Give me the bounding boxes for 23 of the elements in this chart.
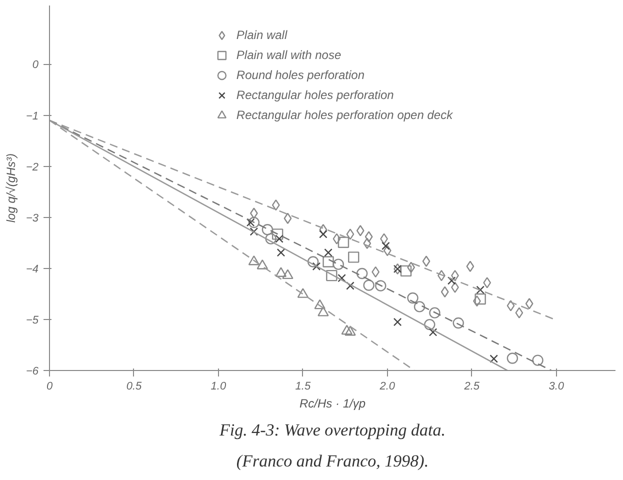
y-tick-label: −2 bbox=[26, 161, 39, 174]
x-tick-label: 3.0 bbox=[548, 380, 565, 392]
y-tick-label: −4 bbox=[26, 263, 39, 276]
y-tick-label: −1 bbox=[26, 110, 39, 122]
legend-label: Rectangular holes perforation bbox=[236, 88, 394, 102]
x-tick-label: 2.0 bbox=[378, 380, 396, 392]
x-tick-label: 2.5 bbox=[463, 380, 480, 392]
y-tick-label: −3 bbox=[26, 212, 40, 224]
legend-label: Plain wall with nose bbox=[236, 48, 342, 62]
x-tick-label: 1.0 bbox=[210, 380, 227, 392]
legend-label: Rectangular holes perforation open deck bbox=[236, 108, 453, 122]
x-tick-label: 0 bbox=[46, 380, 54, 392]
x-tick-label: 0.5 bbox=[126, 380, 143, 392]
x-axis-title: Rc/Hs · 1/γp bbox=[299, 396, 366, 410]
legend-label: Plain wall bbox=[236, 28, 288, 42]
y-tick-label: −5 bbox=[26, 314, 40, 326]
text: (Franco and Franco, 1998). bbox=[236, 452, 429, 470]
legend-label: Round holes perforation bbox=[236, 68, 365, 82]
x-tick-label: 1.5 bbox=[295, 380, 312, 392]
caption: Fig. 4-3: Wave overtopping data. bbox=[218, 420, 446, 440]
y-tick-label: 0 bbox=[32, 59, 40, 72]
y-tick-label: −6 bbox=[26, 366, 40, 378]
y-axis-title: log q/√(gHs³) bbox=[4, 153, 18, 223]
